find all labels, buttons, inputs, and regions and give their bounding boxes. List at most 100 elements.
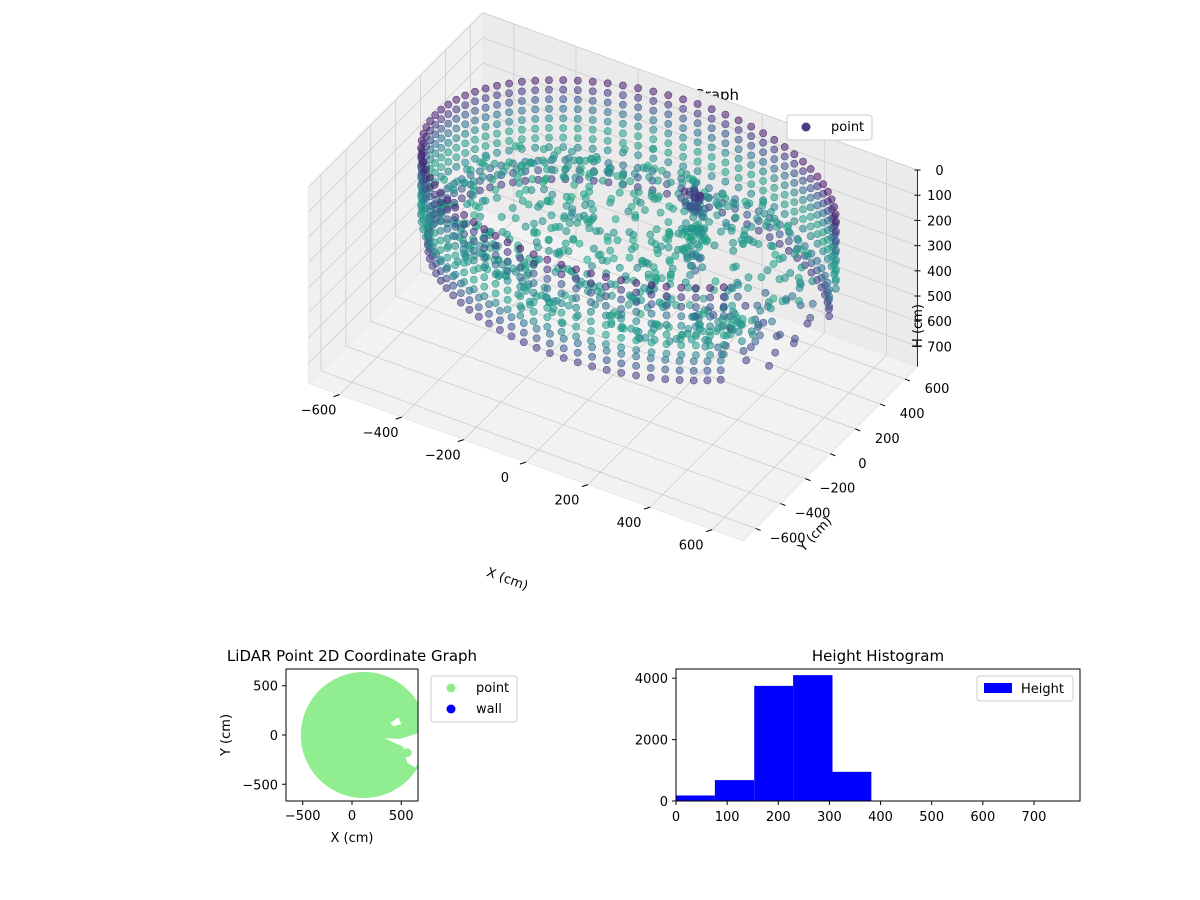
- scatter-point-3d: [617, 295, 625, 304]
- scatter-point-3d: [588, 362, 596, 371]
- scatter-point-3d: [575, 239, 584, 248]
- scatter-point-3d: [766, 304, 775, 313]
- scatter-point-3d: [617, 305, 625, 313]
- scatter-point-3d: [729, 246, 738, 255]
- scatter-point-3d: [495, 326, 504, 334]
- scatter-point-3d: [557, 280, 566, 288]
- scatter-point-3d: [748, 316, 756, 325]
- scatter-point-3d: [547, 211, 556, 220]
- scatter-point-3d: [437, 143, 446, 152]
- scatter-point-3d: [780, 210, 789, 218]
- scatter-point-3d: [417, 143, 425, 152]
- scatter-point-3d: [602, 273, 610, 282]
- scatter-point-3d: [647, 281, 656, 289]
- scatter-point-3d: [692, 284, 700, 292]
- scatter-point-3d: [452, 95, 461, 104]
- scatter-point-3d: [620, 145, 629, 154]
- scatter-point-3d: [582, 215, 591, 224]
- scatter-point-3d: [545, 246, 553, 255]
- scatter-point-3d: [553, 146, 562, 155]
- legend-swatch-height: [984, 683, 1012, 693]
- scatter-point-3d: [566, 196, 574, 205]
- scatter-point-3d: [471, 87, 479, 96]
- scatter-point-3d: [647, 290, 656, 299]
- scatter-point-3d: [693, 109, 702, 118]
- x-tick-label: −600: [301, 404, 337, 419]
- scatter-point-3d: [540, 185, 548, 194]
- scatter-point-3d: [603, 108, 612, 116]
- scatter-point-3d: [743, 210, 752, 219]
- scatter-point-3d: [817, 264, 826, 273]
- scatter-point-3d: [444, 119, 453, 128]
- scatter-point-3d: [587, 269, 595, 278]
- scatter-point-3d: [799, 167, 807, 175]
- scatter-point-3d: [744, 273, 753, 282]
- scatter-point-3d: [442, 284, 451, 292]
- scatter-point-3d: [461, 120, 470, 129]
- scatter-point-3d: [444, 157, 453, 166]
- scatter-point-3d: [747, 141, 756, 150]
- scatter-point-3d: [677, 293, 686, 302]
- scatter-point-3d: [761, 288, 770, 297]
- scatter-point-3d: [742, 356, 751, 365]
- scatter-point-3d: [426, 117, 435, 125]
- y-tick-label: 400: [900, 407, 925, 422]
- scatter-point-3d: [419, 129, 428, 138]
- scatter-point-3d: [471, 107, 479, 115]
- scatter-point-3d: [588, 77, 597, 86]
- scatter-point-3d: [543, 294, 552, 302]
- scatter-point-3d: [707, 133, 716, 142]
- scatter-point-3d: [619, 129, 627, 138]
- scatter-point-3d: [721, 120, 730, 129]
- scatter-point-3d: [419, 158, 428, 167]
- scatter-point-3d: [685, 174, 694, 183]
- scatter-point-3d: [544, 236, 553, 245]
- scatter-point-3d: [572, 303, 580, 312]
- scatter-point-3d: [689, 376, 698, 385]
- scatter-point-3d: [480, 282, 489, 291]
- scatter-point-3d: [770, 183, 779, 192]
- scatter-point-3d: [518, 125, 526, 134]
- scatter-point-3d: [806, 222, 815, 231]
- scatter-point-3d: [471, 116, 479, 125]
- scatter-point-3d: [461, 129, 470, 138]
- scatter-point-3d: [775, 239, 784, 248]
- scatter-point-3d: [617, 314, 625, 323]
- scatter-point-3d: [491, 185, 500, 194]
- scatter-point-3d: [530, 219, 538, 228]
- scatter-point-3d: [759, 129, 767, 138]
- scatter-point-3d: [457, 194, 466, 203]
- scatter-point-3d: [480, 244, 489, 253]
- scatter-point-3d: [790, 188, 799, 197]
- scatter-point-3d: [790, 169, 799, 178]
- scatter-point-3d: [519, 319, 528, 327]
- scatter-point-3d: [723, 202, 732, 211]
- scatter-point-3d: [480, 273, 489, 281]
- scatter-point-3d: [661, 365, 670, 374]
- scatter-point-3d: [775, 255, 784, 263]
- scatter-point-3d: [662, 282, 671, 291]
- scatter-point-3d: [707, 162, 716, 171]
- scatter-point-3d: [559, 95, 568, 104]
- chart-3d: LiDAR Point 3D Coordinate Graph −600−400…: [301, 11, 952, 594]
- scatter-point-3d: [682, 225, 690, 234]
- scatter-point-3d: [559, 344, 568, 353]
- scatter-point-3d: [461, 139, 470, 148]
- grid-floor-x: [587, 310, 763, 485]
- scatter-point-3d: [825, 312, 834, 320]
- scatter-point-3d: [471, 135, 479, 144]
- chart-3d-legend: point: [786, 114, 873, 141]
- scatter-point-3d: [646, 364, 655, 372]
- scatter-point-3d: [606, 169, 614, 177]
- scatter-point-3d: [609, 228, 618, 237]
- scatter-point-3d: [587, 317, 595, 326]
- scatter-point-3d: [481, 142, 490, 150]
- scatter-point-3d: [664, 91, 673, 100]
- scatter-point-3d: [719, 190, 727, 199]
- scatter-point-3d: [633, 263, 642, 272]
- x-tick-label: 600: [679, 539, 704, 554]
- scatter-point-3d: [797, 263, 806, 272]
- scatter-point-3d: [734, 145, 743, 154]
- scatter-point-3d: [770, 174, 779, 183]
